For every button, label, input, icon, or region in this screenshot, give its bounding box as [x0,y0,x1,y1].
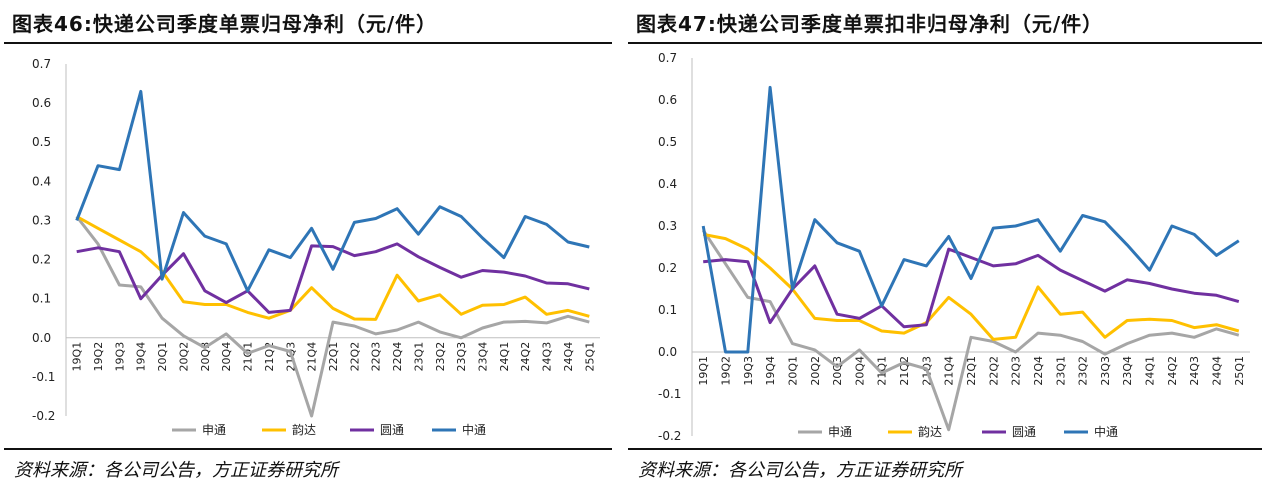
y-tick-label: 0.4 [32,174,51,188]
legend-label: 韵达 [918,424,942,439]
x-tick-label: 19Q2 [719,356,732,386]
x-tick-label: 20Q1 [786,356,799,386]
legend-label: 圆通 [380,423,404,437]
x-tick-label: 20Q2 [809,356,822,386]
x-tick-label: 21Q1 [876,356,889,386]
source-note: 资料来源：各公司公告，方正证券研究所 [14,460,338,481]
y-tick-label: -0.2 [32,409,55,423]
y-tick-label: -0.1 [32,370,55,384]
source-rule [628,448,1262,450]
x-tick-label: 20Q4 [220,342,233,372]
x-tick-label: 19Q3 [742,356,755,386]
y-tick-label: 0.5 [32,135,51,149]
x-tick-label: 25Q1 [1233,356,1246,386]
figure-title: 图表47:快递公司季度单票扣非归母净利（元/件） [636,12,1104,36]
legend-label: 韵达 [292,422,316,437]
y-tick-label: -0.1 [658,387,681,401]
x-tick-label: 21Q2 [263,342,276,372]
x-tick-label: 20Q3 [199,342,212,372]
x-tick-label: 21Q4 [943,356,956,386]
x-tick-label: 23Q1 [412,342,425,372]
y-tick-label: 0.3 [658,219,677,233]
x-tick-label: 23Q1 [1054,356,1067,386]
y-tick-label: 0.2 [658,261,677,275]
y-tick-label: 0.7 [32,57,51,71]
legend-label: 中通 [1094,424,1118,439]
y-tick-label: 0.1 [658,303,677,317]
legend-label: 申通 [828,425,852,439]
x-tick-label: 21Q2 [898,356,911,386]
x-tick-label: 19Q3 [113,342,126,372]
x-tick-label: 19Q1 [71,342,84,372]
x-tick-label: 22Q1 [327,342,340,372]
x-tick-label: 23Q2 [434,342,447,372]
x-tick-label: 22Q1 [965,356,978,386]
figure-46-panel: 图表46:快递公司季度单票归母净利（元/件） 0.7 0.6 0.5 0.4 0.3 0.… [0,0,618,496]
x-tick-label: 23Q3 [1099,356,1112,386]
y-tick-label: 0.4 [658,177,677,191]
x-tick-label: 21Q4 [306,342,319,372]
y-tick-label: 0.7 [658,51,677,65]
x-tick-label: 24Q4 [1211,356,1224,386]
x-tick-label: 24Q3 [1188,356,1201,386]
x-tick-label: 21Q1 [242,342,255,372]
x-tick-label: 20Q1 [156,342,169,372]
y-tick-label: 0.3 [32,213,51,227]
source-rule [4,448,612,450]
line-chart: 0.7 0.6 0.5 0.4 0.3 0.2 0.1 0.0 -0.1 -0.2 19Q1 19Q2… [658,51,1250,443]
x-tick-label: 24Q3 [541,342,554,372]
x-tick-label: 22Q4 [1032,356,1045,386]
series-line-0 [701,229,1240,432]
series-line-3 [75,89,590,293]
x-tick-label: 24Q1 [498,342,511,372]
title-rule [4,42,612,44]
x-tick-label: 22Q4 [391,342,404,372]
series-line-3 [701,85,1240,354]
y-tick-label: 0.0 [32,331,51,345]
title-rule [628,42,1262,44]
x-tick-label: 23Q2 [1077,356,1090,386]
legend-label: 圆通 [1012,425,1036,439]
x-tick-label: 20Q3 [831,356,844,386]
x-tick-label: 19Q4 [135,342,148,372]
y-tick-label: 0.6 [32,96,51,110]
line-chart: 0.7 0.6 0.5 0.4 0.3 0.2 0.1 0.0 -0.1 -0.2 19Q1 19Q2… [32,57,600,437]
x-tick-label: 22Q3 [370,342,383,372]
x-tick-label: 19Q1 [697,356,710,386]
y-tick-label: 0.6 [658,93,677,107]
y-tick-label: 0.5 [658,135,677,149]
series-line-0 [75,215,590,418]
x-tick-label: 24Q2 [1166,356,1179,386]
x-tick-label: 23Q4 [1121,356,1134,386]
y-tick-label: 0.1 [32,292,51,306]
y-tick-label: -0.2 [658,429,681,443]
x-tick-label: 19Q2 [92,342,105,372]
x-tick-label: 20Q2 [177,342,190,372]
x-tick-label: 24Q4 [562,342,575,372]
y-tick-label: 0.0 [658,345,677,359]
x-tick-label: 24Q2 [519,342,532,372]
x-tick-label: 25Q1 [583,342,596,372]
source-note: 资料来源：各公司公告，方正证券研究所 [638,460,962,481]
y-tick-label: 0.2 [32,253,51,267]
x-tick-label: 23Q4 [477,342,490,372]
x-tick-label: 22Q2 [348,342,361,372]
legend-label: 申通 [202,423,226,437]
x-tick-label: 20Q4 [853,356,866,386]
figure-title: 图表46:快递公司季度单票归母净利（元/件） [12,12,438,36]
legend-label: 中通 [462,422,486,437]
figure-47-panel: 图表47:快递公司季度单票扣非归母净利（元/件） 0.7 0.6 0.5 0.4 0.3… [624,0,1268,496]
x-tick-label: 24Q1 [1144,356,1157,386]
x-tick-label: 22Q3 [1010,356,1023,386]
x-tick-label: 23Q3 [455,342,468,372]
x-tick-label: 22Q2 [987,356,1000,386]
x-tick-label: 19Q4 [764,356,777,386]
